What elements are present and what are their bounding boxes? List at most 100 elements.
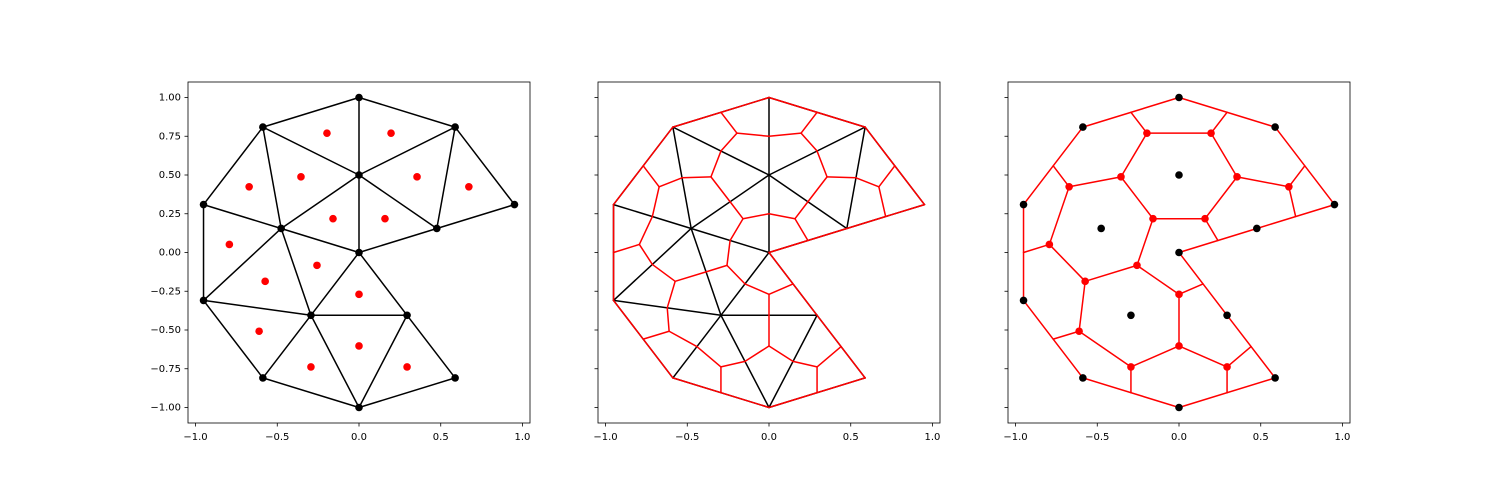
axes-frame — [1007, 81, 1351, 424]
dual-edge — [800, 111, 818, 134]
dual-edge — [651, 186, 660, 218]
mesh-edge — [436, 126, 456, 230]
dual-edge — [1052, 330, 1080, 340]
mesh-edge — [262, 314, 312, 379]
centroid — [1233, 173, 1241, 181]
dual-edge — [710, 176, 731, 203]
mesh-edge — [358, 251, 408, 317]
vertex — [259, 123, 267, 131]
dual-edge — [674, 271, 707, 283]
dual-edge — [794, 217, 809, 242]
x-tick-label: −1.0 — [1003, 432, 1027, 443]
dual-edge — [729, 200, 744, 220]
vertex — [451, 123, 459, 131]
mesh-edge — [454, 126, 516, 206]
dual-edge — [726, 264, 746, 285]
mesh-edge — [202, 203, 282, 230]
boundary-edge — [1178, 227, 1258, 254]
dual-edge — [1226, 345, 1252, 368]
x-tick-label: 0.0 — [1171, 432, 1187, 443]
axes-frame — [597, 81, 941, 424]
centroid — [1117, 173, 1125, 181]
dual-edge — [1022, 243, 1051, 254]
centroid — [381, 214, 389, 223]
y-tick-label: 1.00 — [159, 93, 181, 104]
dual-edge — [666, 280, 676, 309]
centroid — [1065, 182, 1073, 191]
boundary-edge — [1082, 377, 1180, 409]
dual-edge — [1236, 176, 1290, 188]
mesh-edge — [202, 227, 282, 302]
dual-edge — [1078, 330, 1132, 368]
vertex — [1175, 403, 1183, 412]
centroid — [387, 129, 395, 137]
dual-edge — [826, 176, 857, 179]
mesh-edge — [262, 126, 360, 176]
boundary-edge — [1178, 96, 1276, 128]
centroid — [1175, 342, 1183, 350]
dual-edge — [1288, 186, 1297, 218]
dual-edge — [1078, 280, 1086, 332]
mesh-edge — [262, 126, 282, 230]
mesh-edge — [280, 174, 360, 230]
boundary-edge — [612, 126, 674, 206]
mesh-edge — [280, 227, 360, 254]
vertex — [355, 248, 363, 257]
dual-edge — [681, 176, 712, 179]
dual-edge — [1068, 176, 1122, 188]
vertex — [1271, 123, 1279, 131]
vertex — [1253, 224, 1261, 233]
x-tick-label: −1.0 — [593, 432, 617, 443]
centroid — [1201, 214, 1209, 223]
centroid — [1081, 277, 1089, 286]
dual-edge — [1120, 176, 1154, 220]
y-tick-label: 0.50 — [159, 170, 181, 181]
centroid — [1285, 182, 1293, 191]
dual-edge — [642, 165, 660, 188]
boundary-edge — [1022, 126, 1084, 206]
vertex — [259, 374, 267, 382]
dual-edge — [726, 239, 731, 267]
vertex — [307, 311, 315, 320]
centroid — [245, 182, 253, 191]
vertex — [451, 374, 459, 382]
y-tick-label: −1.00 — [150, 403, 181, 414]
dual-edge — [651, 263, 676, 283]
dual-edge — [1288, 165, 1306, 188]
centroid — [313, 261, 321, 270]
vertex — [1079, 123, 1087, 131]
x-tick-label: 0.0 — [351, 432, 367, 443]
centroid — [329, 214, 337, 223]
dual-edge — [816, 345, 842, 368]
panel: −1.0 −0.5 0.0 0.5 1.0 — [593, 81, 941, 443]
centroid — [297, 173, 305, 181]
dual-edge — [816, 150, 828, 178]
boundary-edge — [672, 377, 770, 409]
boundary-edge — [1274, 126, 1336, 206]
dual-edge — [878, 186, 887, 218]
centroid — [465, 182, 473, 191]
vertex — [1223, 311, 1231, 320]
boundary-edge — [864, 126, 926, 206]
y-tick-label: 0.25 — [159, 209, 181, 220]
centroid — [1127, 363, 1135, 371]
boundary-edge — [1082, 96, 1180, 128]
mesh-edge — [262, 96, 360, 128]
vertex — [1019, 200, 1028, 209]
vertex — [199, 200, 208, 209]
dual-edge — [855, 177, 880, 188]
dual-edge — [1048, 243, 1086, 283]
centroid — [1207, 129, 1215, 137]
vertex — [433, 224, 441, 233]
boundary-edge — [1022, 299, 1084, 379]
dual-edge — [794, 200, 809, 220]
centroid — [307, 363, 315, 371]
dual-edge — [720, 360, 746, 368]
dual-edge — [696, 345, 722, 368]
x-tick-label: 1.0 — [515, 432, 531, 443]
vertex — [355, 93, 363, 102]
centroid — [1223, 363, 1231, 371]
dual-edge — [768, 132, 802, 137]
dual-edge — [668, 330, 698, 348]
